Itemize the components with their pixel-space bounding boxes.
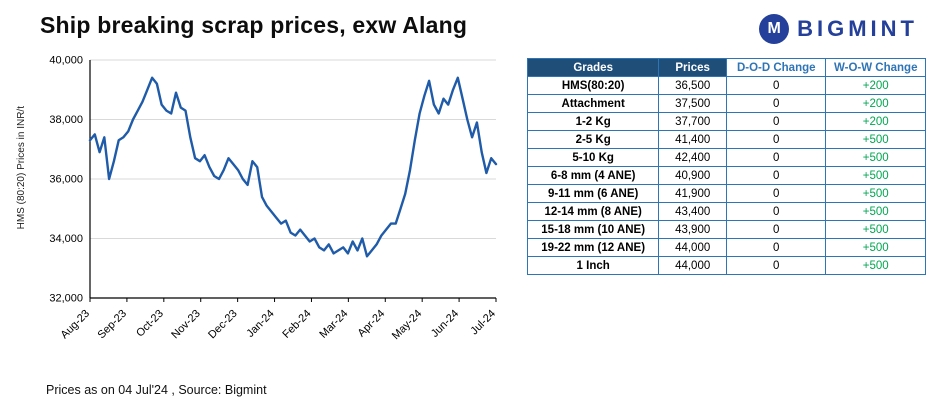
svg-text:Feb-24: Feb-24 (280, 308, 313, 341)
table-row: 19-22 mm (12 ANE) 44,000 0 +500 (526, 238, 926, 257)
cell-wow: +500 (825, 184, 926, 203)
cell-wow: +500 (825, 148, 926, 167)
table-row: 1-2 Kg 37,700 0 +200 (526, 112, 926, 131)
page-header: Ship breaking scrap prices, exw Alang M … (0, 0, 940, 44)
cell-dod: 0 (725, 256, 827, 275)
price-chart-svg: 32,000 34,000 36,000 38,000 40,000 Aug-23 Sep-… (49, 55, 498, 343)
main-content: HMS (80:20) Prices in INR/t 32,000 34,000… (0, 44, 940, 369)
svg-text:Apr-24: Apr-24 (356, 308, 388, 340)
svg-text:May-24: May-24 (390, 308, 424, 342)
table-row: 5-10 Kg 42,400 0 +500 (526, 148, 926, 167)
svg-text:Dec-23: Dec-23 (206, 308, 240, 342)
svg-text:Mar-24: Mar-24 (317, 308, 350, 341)
cell-grade: 1 Inch (526, 256, 660, 275)
cell-grade: 19-22 mm (12 ANE) (526, 238, 660, 257)
svg-text:38,000: 38,000 (49, 114, 83, 126)
table-row: 9-11 mm (6 ANE) 41,900 0 +500 (526, 184, 926, 203)
cell-price: 42,400 (658, 148, 727, 167)
source-note: Prices as on 04 Jul'24 , Source: Bigmint (46, 383, 267, 397)
page-title: Ship breaking scrap prices, exw Alang (40, 12, 468, 38)
table-row: 15-18 mm (10 ANE) 43,900 0 +500 (526, 220, 926, 239)
table-row: 6-8 mm (4 ANE) 40,900 0 +500 (526, 166, 926, 185)
cell-wow: +500 (825, 202, 926, 221)
cell-dod: 0 (725, 166, 827, 185)
cell-grade: 1-2 Kg (526, 112, 660, 131)
cell-wow: +500 (825, 256, 926, 275)
cell-wow: +200 (825, 76, 926, 95)
svg-text:Jan-24: Jan-24 (244, 308, 276, 340)
cell-price: 36,500 (658, 76, 727, 95)
table-row: 2-5 Kg 41,400 0 +500 (526, 130, 926, 149)
cell-price: 37,500 (658, 94, 727, 113)
cell-dod: 0 (725, 202, 827, 221)
cell-dod: 0 (725, 238, 827, 257)
price-table: Grades Prices D-O-D Change W-O-W Change … (526, 58, 926, 275)
cell-price: 43,900 (658, 220, 727, 239)
cell-wow: +200 (825, 112, 926, 131)
cell-grade: 15-18 mm (10 ANE) (526, 220, 660, 239)
cell-wow: +500 (825, 238, 926, 257)
cell-wow: +500 (825, 130, 926, 149)
cell-dod: 0 (725, 130, 827, 149)
table-row: HMS(80:20) 36,500 0 +200 (526, 76, 926, 95)
cell-grade: 12-14 mm (8 ANE) (526, 202, 660, 221)
cell-price: 44,000 (658, 256, 727, 275)
svg-text:Jun-24: Jun-24 (429, 308, 461, 340)
cell-grade: 9-11 mm (6 ANE) (526, 184, 660, 203)
cell-dod: 0 (725, 220, 827, 239)
table-header-row: Grades Prices D-O-D Change W-O-W Change (526, 58, 926, 77)
cell-price: 44,000 (658, 238, 727, 257)
cell-dod: 0 (725, 94, 827, 113)
cell-grade: HMS(80:20) (526, 76, 660, 95)
cell-price: 40,900 (658, 166, 727, 185)
table-row: Attachment 37,500 0 +200 (526, 94, 926, 113)
cell-dod: 0 (725, 148, 827, 167)
header-grades: Grades (526, 58, 660, 77)
cell-price: 41,400 (658, 130, 727, 149)
brand-name: BIGMINT (797, 16, 918, 41)
svg-text:36,000: 36,000 (49, 174, 83, 186)
cell-dod: 0 (725, 184, 827, 203)
header-dod-change: D-O-D Change (725, 58, 827, 77)
svg-text:34,000: 34,000 (49, 233, 83, 245)
cell-grade: 2-5 Kg (526, 130, 660, 149)
svg-text:Jul-24: Jul-24 (468, 308, 498, 338)
table-row: 1 Inch 44,000 0 +500 (526, 256, 926, 275)
svg-text:Aug-23: Aug-23 (59, 308, 93, 342)
cell-grade: Attachment (526, 94, 660, 113)
price-table-section: Grades Prices D-O-D Change W-O-W Change … (525, 46, 940, 275)
y-axis-label: HMS (80:20) Prices in INR/t (16, 106, 27, 230)
table-row: 12-14 mm (8 ANE) 43,400 0 +500 (526, 202, 926, 221)
cell-price: 37,700 (658, 112, 727, 131)
header-wow-change: W-O-W Change (825, 58, 926, 77)
brand-logo: M BIGMINT (759, 14, 918, 44)
bigmint-logo-icon: M (759, 14, 790, 44)
cell-grade: 6-8 mm (4 ANE) (526, 166, 660, 185)
svg-text:32,000: 32,000 (49, 293, 83, 305)
svg-text:40,000: 40,000 (49, 55, 83, 67)
cell-grade: 5-10 Kg (526, 148, 660, 167)
header-prices: Prices (658, 58, 727, 77)
cell-wow: +500 (825, 220, 926, 239)
cell-price: 41,900 (658, 184, 727, 203)
cell-price: 43,400 (658, 202, 727, 221)
price-chart: HMS (80:20) Prices in INR/t 32,000 34,000… (10, 46, 525, 369)
chart-area: 32,000 34,000 36,000 38,000 40,000 Aug-23 Sep-… (28, 46, 525, 369)
cell-dod: 0 (725, 112, 827, 131)
svg-text:Sep-23: Sep-23 (95, 308, 129, 342)
cell-wow: +200 (825, 94, 926, 113)
price-table-body: HMS(80:20) 36,500 0 +200 Attachment 37,500 0 +2… (526, 76, 926, 275)
svg-text:Nov-23: Nov-23 (169, 308, 203, 342)
svg-text:Oct-23: Oct-23 (134, 308, 166, 340)
cell-wow: +500 (825, 166, 926, 185)
cell-dod: 0 (725, 76, 827, 95)
